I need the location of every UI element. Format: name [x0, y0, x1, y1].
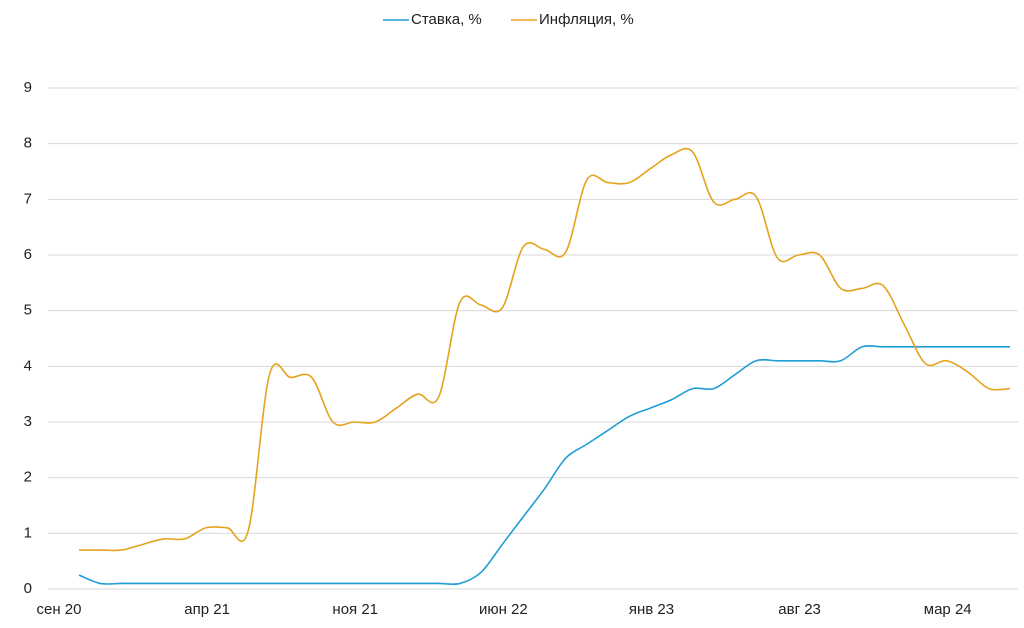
x-tick-label: ноя 21	[332, 601, 378, 618]
x-tick-label: сен 20	[37, 601, 82, 618]
y-tick-label: 2	[24, 469, 32, 486]
y-tick-label: 3	[24, 413, 32, 430]
legend-label: Инфляция, %	[539, 11, 634, 28]
line-series	[78, 345, 1011, 586]
x-tick-label: авг 23	[778, 601, 821, 618]
y-tick-label: 8	[24, 135, 32, 152]
x-tick-label: янв 23	[629, 601, 674, 618]
legend-label: Ставка, %	[411, 11, 482, 28]
y-tick-label: 6	[24, 246, 32, 263]
y-tick-label: 1	[24, 524, 32, 541]
y-tick-label: 9	[24, 79, 32, 96]
x-tick-label: июн 22	[479, 601, 528, 618]
y-tick-label: 7	[24, 190, 32, 207]
y-tick-label: 4	[24, 357, 32, 374]
y-tick-label: 0	[24, 580, 32, 597]
y-tick-label: 5	[24, 302, 32, 319]
line-series	[79, 147, 1011, 552]
x-tick-label: апр 21	[184, 601, 230, 618]
x-tick-label: мар 24	[924, 601, 972, 618]
